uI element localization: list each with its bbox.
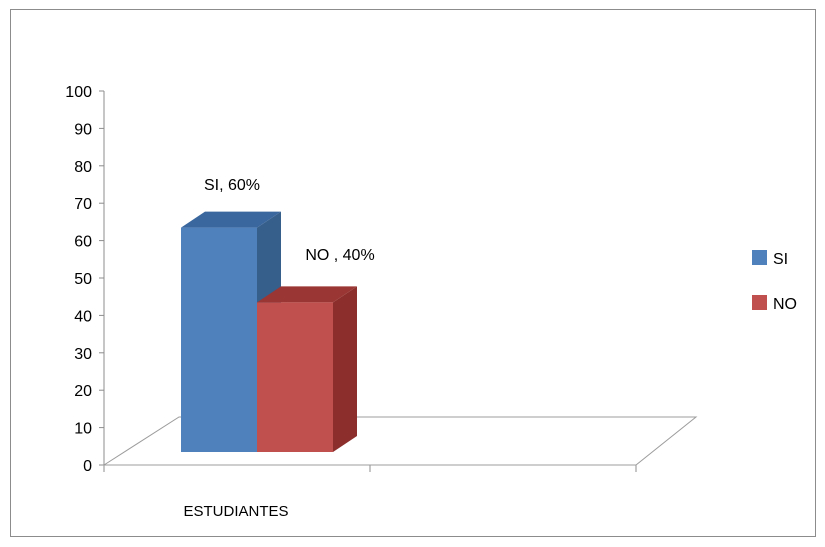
y-tick-label: 90 [74, 121, 92, 138]
data-label-no: NO , 40% [305, 247, 374, 264]
data-labels: SI, 60% NO , 40% [204, 177, 375, 264]
category-label: ESTUDIANTES [183, 503, 288, 520]
bar-no-top [257, 286, 357, 303]
bar-no-front [257, 302, 333, 452]
y-tick-label: 10 [74, 421, 92, 438]
legend-swatch-no [752, 295, 767, 310]
y-tick-label: 70 [74, 196, 92, 213]
y-tick-label: 80 [74, 159, 92, 176]
data-label-si: SI, 60% [204, 177, 260, 194]
y-tick-label: 50 [74, 271, 92, 288]
bar-si-top [181, 211, 281, 228]
y-tick-label: 0 [83, 458, 92, 475]
y-tick-label: 100 [65, 84, 92, 101]
bar-no-side [333, 286, 357, 452]
legend-swatch-si [752, 250, 767, 265]
y-tick-label: 60 [74, 234, 92, 251]
legend: SI NO [752, 250, 797, 313]
y-tick-label: 30 [74, 346, 92, 363]
y-tick-label: 20 [74, 383, 92, 400]
legend-label-no: NO [773, 296, 797, 313]
y-tick-label: 40 [74, 308, 92, 325]
bar-si-front [181, 227, 257, 452]
legend-label-si: SI [773, 251, 788, 268]
axes: 0 10 20 30 40 50 60 70 80 90 100 ESTUDIANTES [65, 84, 637, 520]
bars [181, 211, 357, 452]
